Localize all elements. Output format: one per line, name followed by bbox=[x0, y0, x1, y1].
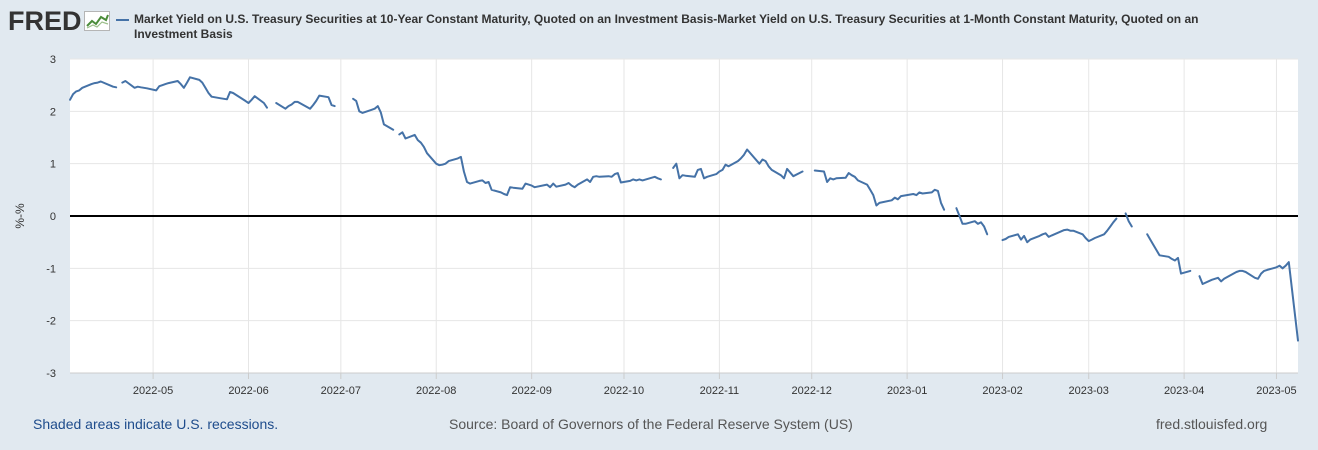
y-tick-label: 1 bbox=[50, 159, 56, 171]
x-tick-label: 2022-12 bbox=[792, 385, 832, 397]
chart-logo-icon bbox=[83, 11, 110, 31]
series-line-segment[interactable] bbox=[1124, 212, 1133, 228]
y-tick-label: -1 bbox=[46, 263, 56, 275]
legend-swatch bbox=[116, 19, 129, 21]
x-tick-label: 2023-03 bbox=[1069, 385, 1109, 397]
x-tick-label: 2022-10 bbox=[604, 385, 644, 397]
x-tick-label: 2022-08 bbox=[416, 385, 456, 397]
series-line-segment[interactable] bbox=[69, 80, 118, 101]
series-line-group bbox=[69, 76, 1299, 342]
x-tick-label: 2023-04 bbox=[1164, 385, 1204, 397]
series-line-segment[interactable] bbox=[813, 169, 946, 211]
chart-legend: Market Yield on U.S. Treasury Securities… bbox=[116, 12, 1256, 42]
y-tick-label: -3 bbox=[46, 368, 56, 380]
x-axis-ticks: 2022-05 2022-06 2022-07 2022-08 2022-09 2022-… bbox=[133, 373, 1297, 397]
y-axis-ticks: 3 2 1 0 -1 -2 -3 bbox=[46, 54, 56, 380]
logo-text: FRED bbox=[8, 6, 82, 36]
x-tick-label: 2023-02 bbox=[982, 385, 1022, 397]
x-tick-label: 2022-06 bbox=[228, 385, 268, 397]
series-line-segment[interactable] bbox=[352, 97, 395, 131]
series-line-segment[interactable] bbox=[1198, 261, 1299, 342]
x-tick-label: 2023-01 bbox=[887, 385, 927, 397]
x-tick-label: 2022-07 bbox=[321, 385, 361, 397]
y-axis-label: %-% bbox=[13, 203, 27, 229]
series-line-segment[interactable] bbox=[672, 148, 804, 180]
x-tick-label: 2022-09 bbox=[511, 385, 551, 397]
series-line-segment[interactable] bbox=[398, 131, 662, 197]
series-line-segment[interactable] bbox=[275, 94, 336, 110]
y-tick-label: 0 bbox=[50, 211, 56, 223]
x-tick-label: 2022-05 bbox=[133, 385, 173, 397]
series-line-segment[interactable] bbox=[1146, 233, 1192, 275]
y-tick-label: 2 bbox=[50, 106, 56, 118]
recession-note[interactable]: Shaded areas indicate U.S. recessions. bbox=[33, 416, 279, 432]
series-line-segment[interactable] bbox=[1001, 217, 1118, 244]
site-link[interactable]: fred.stlouisfed.org bbox=[1156, 416, 1268, 432]
legend-series-label: Market Yield on U.S. Treasury Securities… bbox=[134, 12, 1199, 41]
y-tick-label: 3 bbox=[50, 54, 56, 66]
series-line-segment[interactable] bbox=[955, 207, 989, 236]
x-tick-label: 2023-05 bbox=[1256, 385, 1296, 397]
series-line-segment[interactable] bbox=[121, 76, 268, 109]
fred-logo[interactable]: FRED bbox=[8, 6, 110, 36]
y-tick-label: -2 bbox=[46, 316, 56, 328]
source-note: Source: Board of Governors of the Federa… bbox=[449, 416, 853, 432]
x-tick-label: 2022-11 bbox=[700, 385, 740, 397]
